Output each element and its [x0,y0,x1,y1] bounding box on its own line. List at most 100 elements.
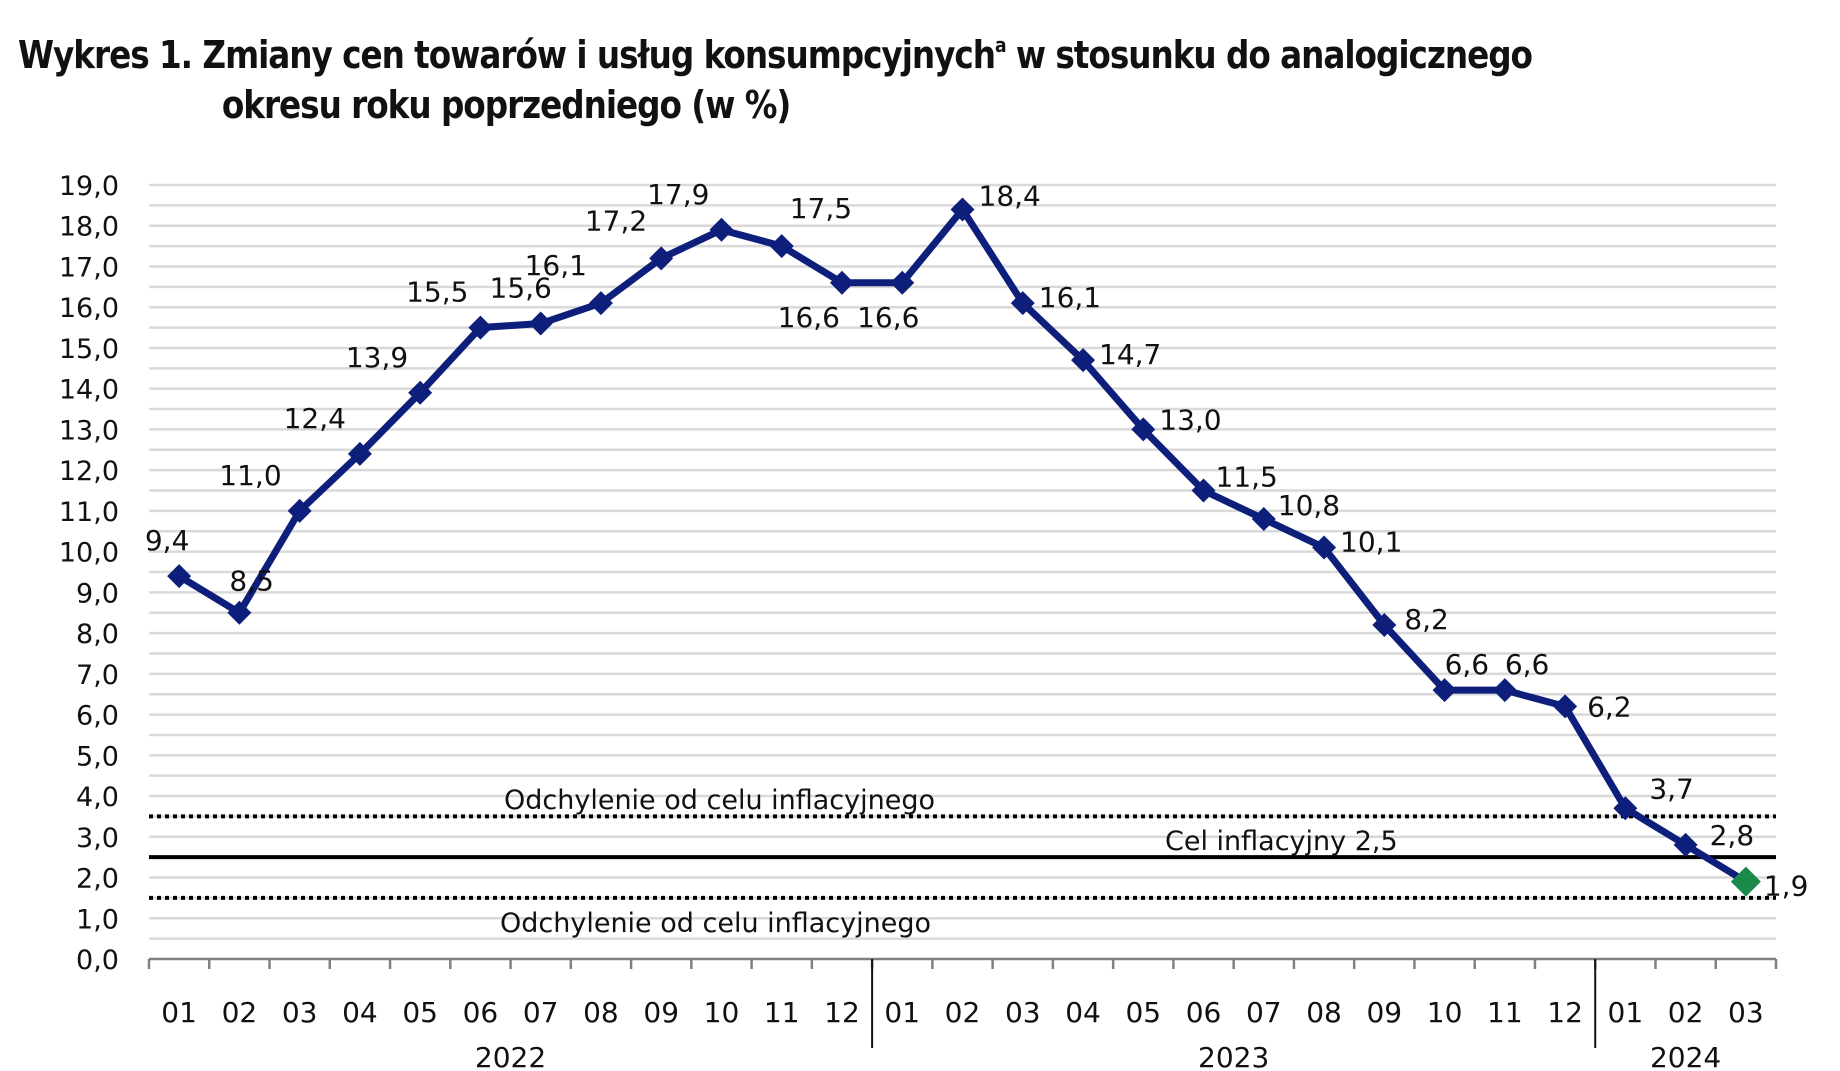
data-series [167,197,1761,897]
target-label: Cel inflacyjny 2,5 [1165,826,1398,857]
data-label: 10,1 [1340,526,1402,559]
x-tick-label: 01 [1608,996,1644,1029]
data-point-marker [1372,612,1397,637]
y-tick-label: 10,0 [59,538,119,569]
x-tick-label: 11 [1487,996,1523,1029]
data-label: 16,1 [1039,281,1101,314]
data-label: 6,6 [1445,648,1490,681]
y-tick-label: 18,0 [59,212,119,243]
x-tick-label: 06 [1186,996,1222,1029]
data-label: 6,2 [1587,690,1632,723]
x-tick-label: 05 [1125,996,1161,1029]
data-label: 1,9 [1764,870,1809,903]
gridlines [149,183,1776,940]
y-tick-label: 19,0 [59,171,119,202]
data-label: 13,9 [346,341,408,374]
reference-lines [149,814,1776,900]
y-tick-label: 6,0 [76,701,119,732]
y-tick-label: 15,0 [59,334,119,365]
data-point-marker [1613,796,1638,821]
x-tick-label: 03 [1005,996,1041,1029]
data-point-marker [649,246,674,271]
data-point-marker [950,197,975,222]
y-tick-label: 1,0 [76,904,119,935]
data-label: 16,6 [778,301,840,334]
data-point-marker [227,600,252,625]
x-tick-label: 02 [945,996,981,1029]
x-tick-label: 10 [704,996,740,1029]
y-tick-label: 8,0 [76,619,119,650]
data-point-marker [769,234,794,259]
data-point-marker [1553,694,1578,719]
data-label: 14,7 [1099,338,1161,371]
data-point-marker [1131,417,1156,442]
y-tick-label: 17,0 [59,252,119,283]
data-point-marker [167,564,192,589]
data-label: 2,8 [1710,819,1755,852]
y-axis: 0,0 1,0 2,0 3,0 4,0 5,0 6,0 7,0 8,0 9,0 10,0 11,0 12… [59,171,119,976]
lower-band-label: Odchylenie od celu inflacyjnego [500,908,931,939]
data-label: 16,6 [857,301,919,334]
x-tick-label: 02 [1668,996,1704,1029]
y-tick-label: 4,0 [76,782,119,813]
x-tick-label: 03 [282,996,318,1029]
x-tick-label: 04 [1065,996,1101,1029]
data-point-marker [829,270,854,295]
data-label: 17,5 [790,192,852,225]
x-tick-label: 04 [342,996,378,1029]
x-tick-label: 03 [1728,996,1764,1029]
x-tick-label: 01 [161,996,197,1029]
x-tick-label: 05 [402,996,438,1029]
data-labels: 9,48,511,012,413,915,5 15,616,117,217,9 17… [145,178,1809,903]
title-line-1: Wykres 1. Zmiany cen towarów i usług kon… [18,33,996,77]
y-tick-label: 14,0 [59,375,119,406]
data-point-marker [588,291,613,316]
x-tick-label: 09 [1366,996,1402,1029]
data-label: 17,9 [647,178,709,211]
data-point-marker [1010,291,1035,316]
data-point-marker [1191,478,1216,503]
data-point-marker [347,441,372,466]
data-label: 16,1 [525,249,587,282]
x-tick-label: 07 [1246,996,1282,1029]
annotations: Odchylenie od celu inflacyjnego Cel infl… [500,785,1398,939]
data-point-marker [709,217,734,242]
data-label: 17,2 [585,204,647,237]
year-label: 2023 [1198,1041,1269,1071]
data-label: 9,4 [145,524,190,557]
data-point-marker [408,380,433,405]
y-tick-label: 13,0 [59,415,119,446]
cpi-line [177,203,1748,885]
data-point-marker [528,311,553,336]
y-tick-label: 3,0 [76,823,119,854]
x-tick-label: 12 [824,996,860,1029]
y-tick-label: 5,0 [76,741,119,772]
title-line-1-end: w stosunku do analogicznego [1005,33,1533,77]
x-tick-label: 07 [523,996,559,1029]
data-label: 11,0 [219,459,281,492]
x-tick-label: 10 [1427,996,1463,1029]
data-label: 8,2 [1404,603,1449,636]
x-tick-label: 02 [222,996,258,1029]
x-tick-label: 09 [643,996,679,1029]
y-tick-label: 0,0 [76,945,119,976]
data-label: 8,5 [229,565,274,598]
x-tick-label: 11 [764,996,800,1029]
x-tick-label: 01 [884,996,920,1029]
x-tick-label: 08 [583,996,619,1029]
title-line-2: okresu roku poprzedniego (w %) [221,83,792,127]
data-point-marker [1673,832,1698,857]
data-point-marker [1432,678,1457,703]
data-label: 6,6 [1505,648,1550,681]
latest-value-marker [1730,866,1761,897]
data-point-marker [890,270,915,295]
chart-title: Wykres 1. Zmiany cen towarów i usług kon… [18,20,1583,130]
data-label: 12,4 [284,402,346,435]
y-tick-label: 7,0 [76,660,119,691]
data-label: 3,7 [1649,772,1694,805]
x-tick-label: 08 [1306,996,1342,1029]
year-label: 2024 [1650,1041,1721,1071]
data-label: 15,6 [490,272,552,305]
y-tick-label: 11,0 [59,497,119,528]
